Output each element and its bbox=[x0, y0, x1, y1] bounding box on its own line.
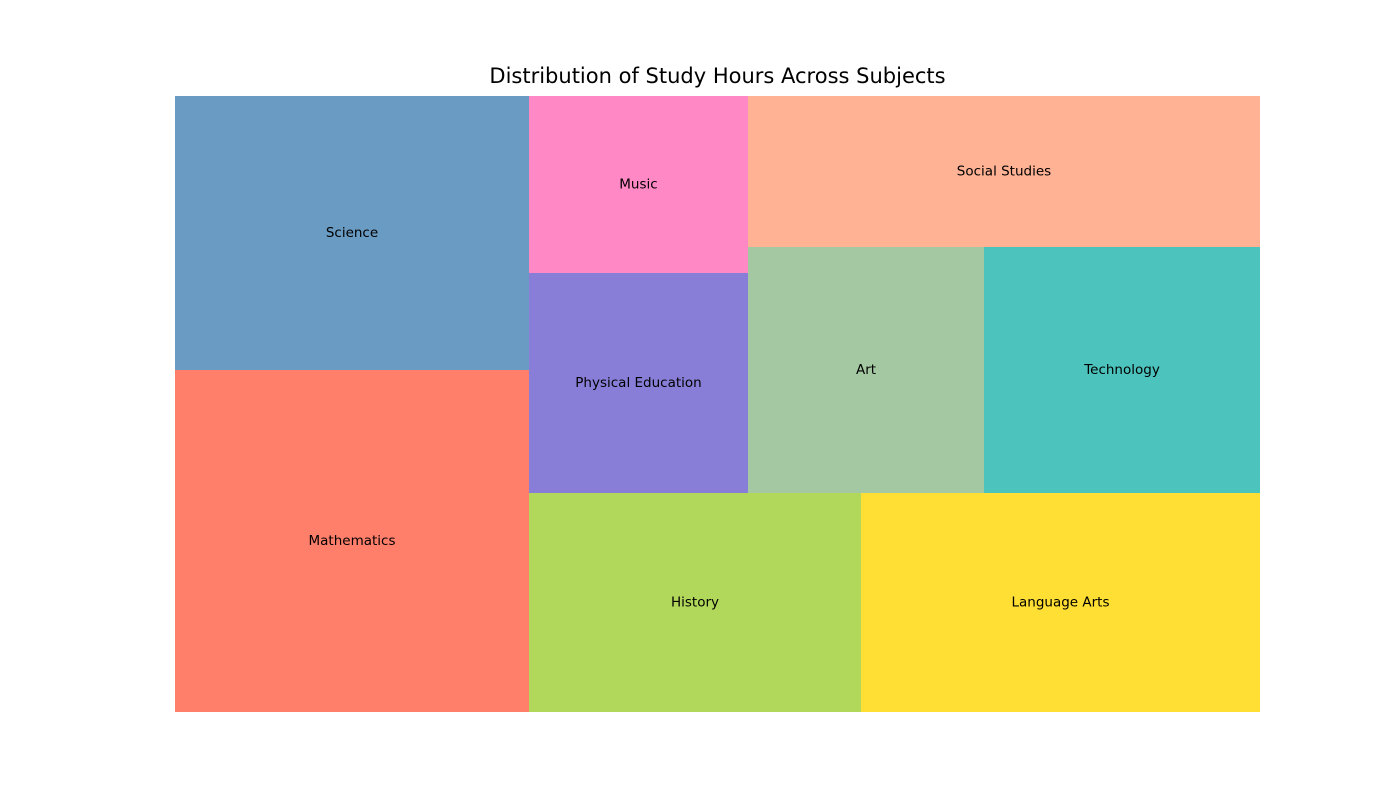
tile-history: History bbox=[529, 493, 861, 712]
tile-label-art: Art bbox=[856, 362, 876, 378]
tile-rect-music bbox=[529, 96, 748, 273]
tile-label-history: History bbox=[671, 595, 719, 611]
tile-mathematics: Mathematics bbox=[175, 370, 529, 712]
tile-label-music: Music bbox=[619, 177, 657, 193]
tile-rect-physical-education bbox=[529, 273, 748, 493]
tile-label-physical-education: Physical Education bbox=[575, 375, 701, 391]
tile-rect-mathematics bbox=[175, 370, 529, 712]
tile-label-language-arts: Language Arts bbox=[1011, 595, 1109, 611]
tile-art: Art bbox=[748, 247, 984, 493]
tile-technology: Technology bbox=[984, 247, 1260, 493]
tile-rect-art bbox=[748, 247, 984, 493]
tile-music: Music bbox=[529, 96, 748, 273]
tile-label-social-studies: Social Studies bbox=[957, 164, 1051, 180]
tile-rect-history bbox=[529, 493, 861, 712]
tile-language-arts: Language Arts bbox=[861, 493, 1260, 712]
tile-rect-technology bbox=[984, 247, 1260, 493]
tile-rect-science bbox=[175, 96, 529, 370]
tile-label-mathematics: Mathematics bbox=[309, 533, 396, 549]
tile-science: Science bbox=[175, 96, 529, 370]
tile-social-studies: Social Studies bbox=[748, 96, 1260, 247]
tile-label-science: Science bbox=[326, 225, 378, 241]
tile-rect-social-studies bbox=[748, 96, 1260, 247]
tile-physical-education: Physical Education bbox=[529, 273, 748, 493]
chart-title: Distribution of Study Hours Across Subje… bbox=[489, 64, 946, 88]
tile-rect-language-arts bbox=[861, 493, 1260, 712]
tile-label-technology: Technology bbox=[1083, 362, 1160, 378]
